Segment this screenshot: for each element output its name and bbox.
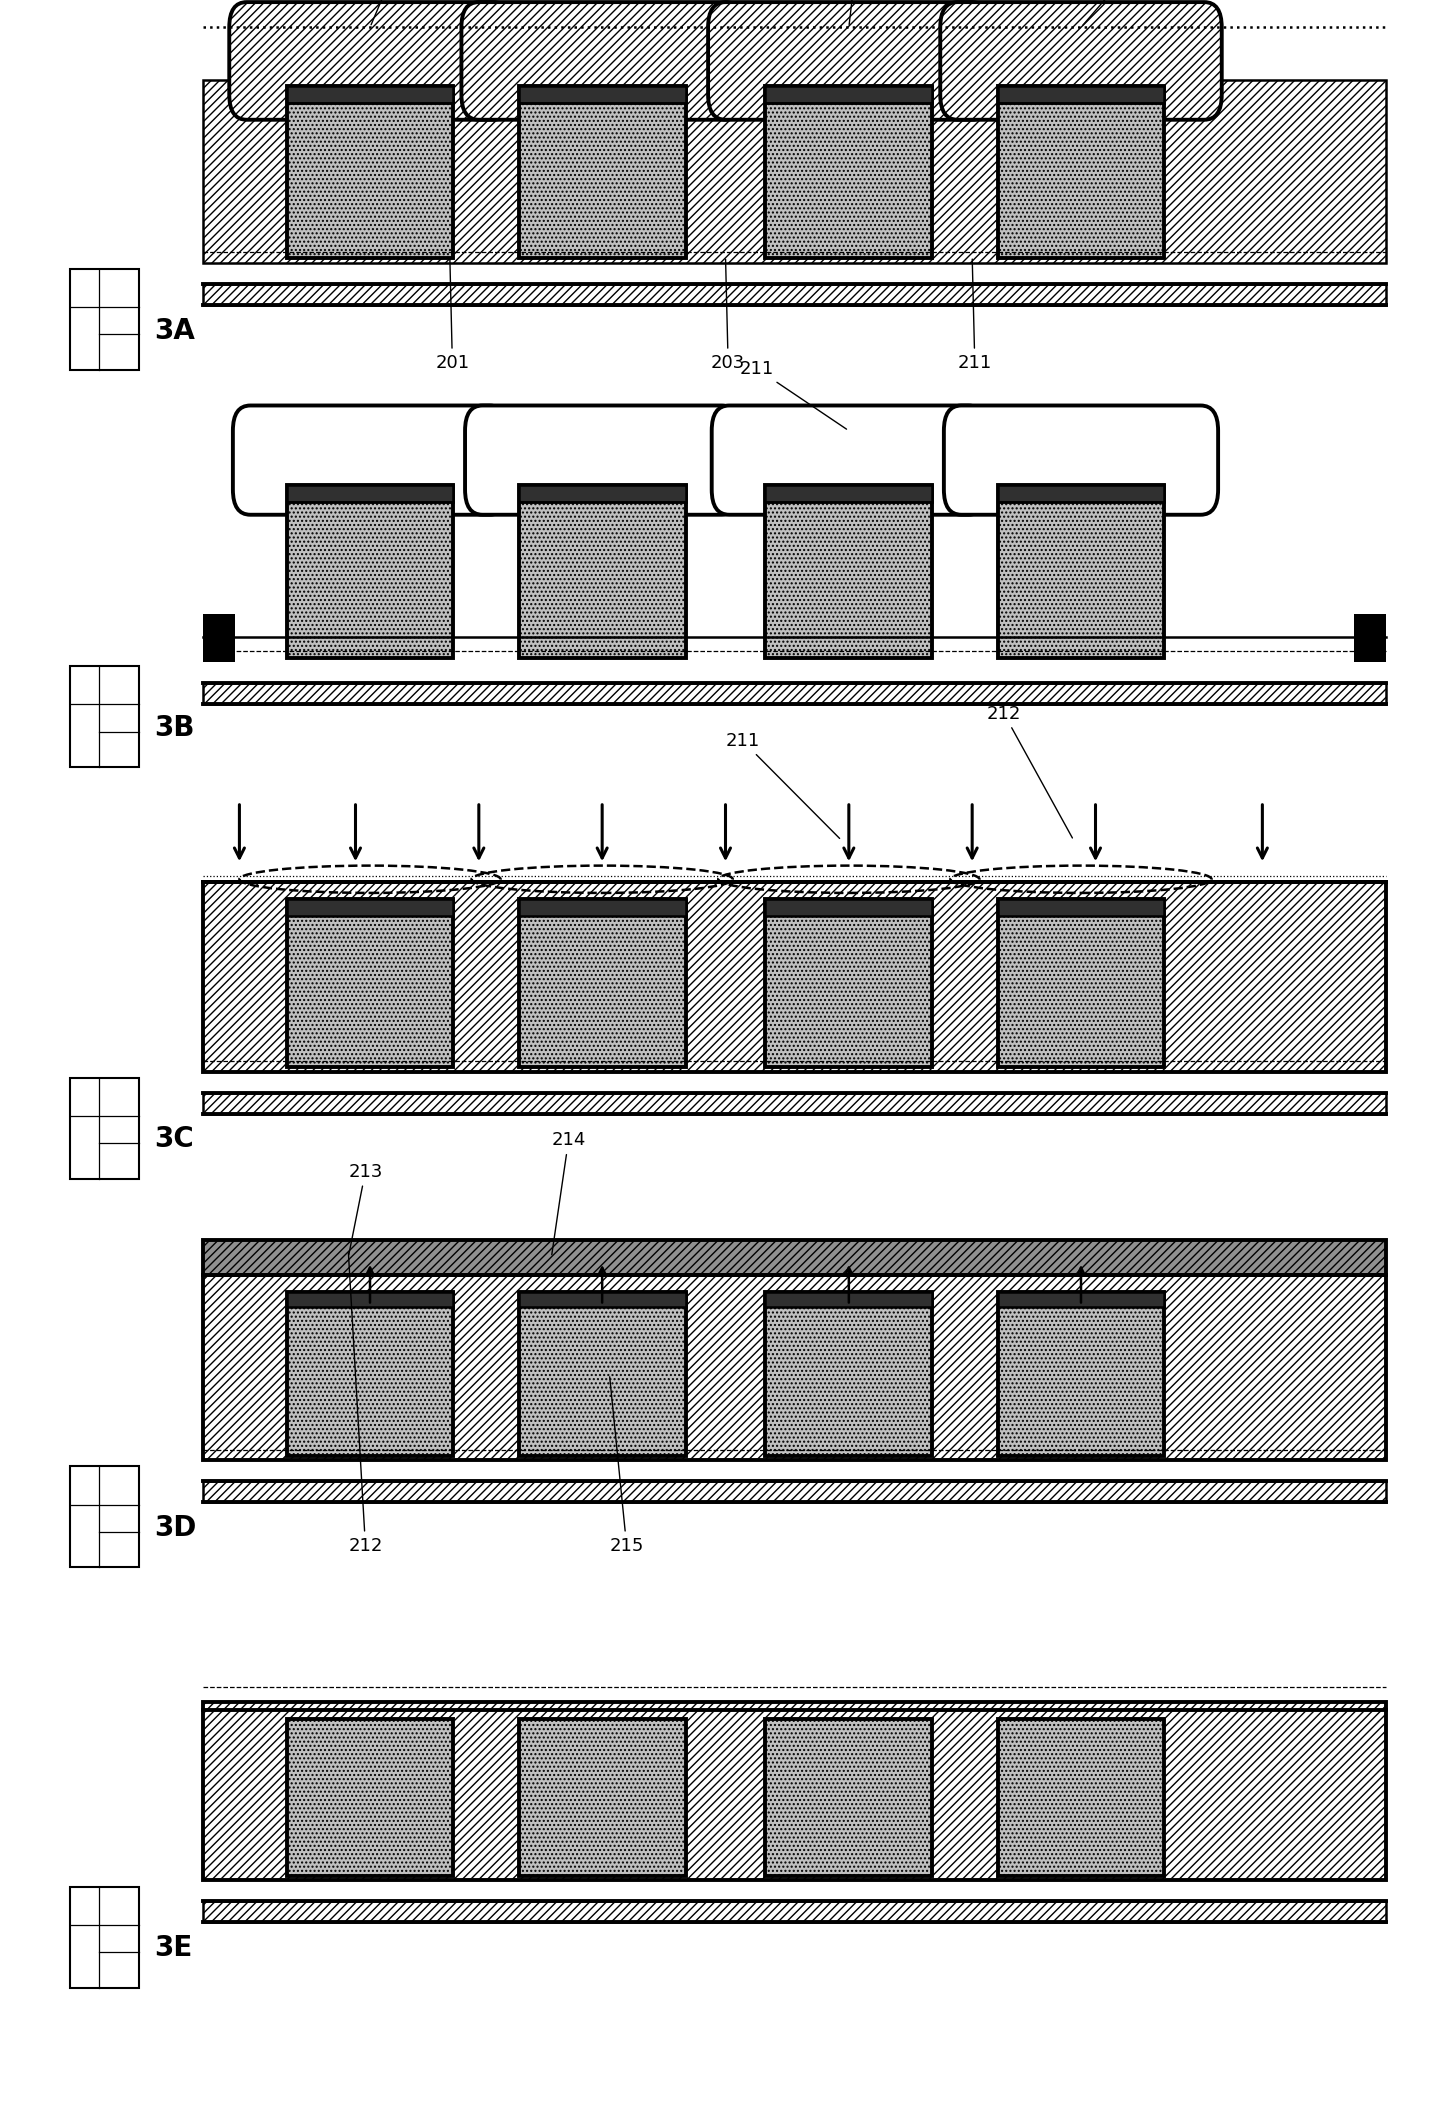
Text: 214: 214 (551, 1130, 586, 1254)
Bar (998, 1292, 1164, 1307)
Bar (998, 485, 1164, 658)
Bar (519, 86, 685, 103)
Bar (203, 637, 1386, 662)
Bar (203, 1275, 1386, 1460)
Text: 212: 212 (987, 704, 1072, 838)
Bar (203, 1240, 1386, 1275)
Text: 210: 210 (1082, 0, 1196, 25)
Bar (519, 1292, 685, 1307)
Bar (70, 1887, 139, 1988)
Bar (203, 80, 1386, 263)
Bar (70, 269, 139, 370)
Text: 211: 211 (958, 258, 992, 372)
Bar (998, 485, 1164, 502)
Bar (286, 86, 453, 103)
Bar (286, 1292, 453, 1456)
Bar (203, 882, 1386, 1072)
FancyBboxPatch shape (940, 2, 1222, 120)
FancyBboxPatch shape (711, 405, 987, 515)
Bar (286, 485, 453, 658)
Bar (998, 86, 1164, 103)
Bar (766, 86, 932, 258)
Bar (286, 1719, 453, 1876)
Bar (203, 284, 1386, 305)
Text: 201: 201 (435, 258, 470, 372)
Bar (286, 899, 453, 1067)
Bar (519, 86, 685, 258)
Bar (203, 1481, 1386, 1502)
Bar (70, 1078, 139, 1179)
Bar (1354, 613, 1386, 662)
Bar (998, 899, 1164, 1067)
Text: 204: 204 (842, 0, 876, 25)
Text: 211: 211 (740, 359, 846, 429)
Bar (70, 1466, 139, 1567)
Bar (766, 1292, 932, 1456)
Bar (286, 485, 453, 502)
Bar (766, 899, 932, 1067)
Bar (998, 86, 1164, 258)
Bar (286, 899, 453, 916)
Text: 202: 202 (371, 0, 412, 25)
FancyBboxPatch shape (229, 2, 511, 120)
Bar (203, 683, 1386, 704)
Text: 3E: 3E (154, 1935, 192, 1962)
Text: 215: 215 (609, 1376, 644, 1555)
Bar (286, 1292, 453, 1307)
Bar (70, 666, 139, 767)
Bar (519, 485, 685, 658)
Bar (286, 86, 453, 258)
Bar (766, 1292, 932, 1307)
Text: 211: 211 (726, 731, 840, 838)
FancyBboxPatch shape (943, 405, 1217, 515)
Bar (203, 1901, 1386, 1922)
Bar (519, 485, 685, 502)
Bar (998, 899, 1164, 916)
Bar (519, 1719, 685, 1876)
Bar (203, 613, 235, 662)
Text: 213: 213 (348, 1162, 383, 1254)
Bar (766, 899, 932, 916)
Text: 212: 212 (348, 1252, 383, 1555)
Text: 203: 203 (711, 258, 746, 372)
Bar (998, 1719, 1164, 1876)
Bar (998, 1292, 1164, 1456)
FancyBboxPatch shape (464, 405, 739, 515)
FancyBboxPatch shape (232, 405, 508, 515)
Bar (766, 485, 932, 658)
Bar (203, 1093, 1386, 1114)
Bar (519, 899, 685, 916)
Bar (766, 86, 932, 103)
Bar (519, 1292, 685, 1456)
FancyBboxPatch shape (461, 2, 743, 120)
Text: 3B: 3B (154, 714, 194, 742)
Text: 3D: 3D (154, 1515, 196, 1542)
Bar (203, 1702, 1386, 1880)
FancyBboxPatch shape (708, 2, 990, 120)
Bar (766, 485, 932, 502)
Text: 3C: 3C (154, 1126, 193, 1153)
Bar (519, 899, 685, 1067)
Bar (766, 1719, 932, 1876)
Text: 3A: 3A (154, 317, 194, 345)
